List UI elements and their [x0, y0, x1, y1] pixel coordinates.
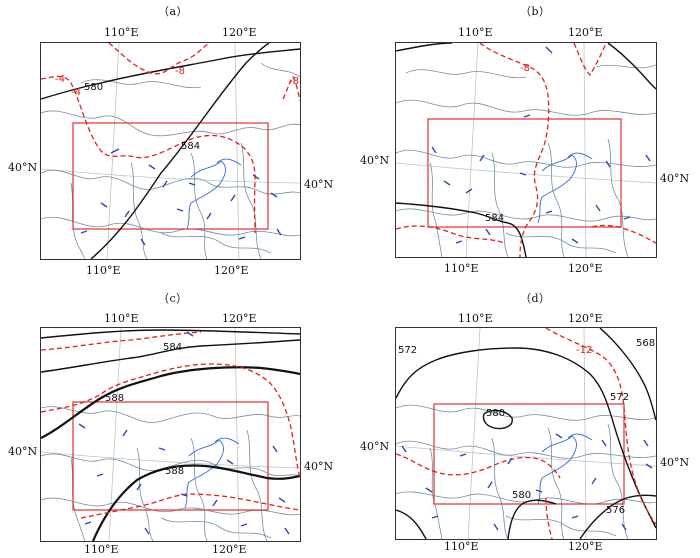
panel-b-contour-bottomright-line [591, 224, 656, 244]
panel-c-map: 584 588 588 [40, 327, 301, 542]
panel-a-height-contours [41, 43, 300, 259]
panel-b-lon-bottom-110: 110°E [444, 262, 479, 275]
panel-d-lon-bottom-120: 120°E [568, 540, 603, 553]
panel-b-map: 584 -8 [395, 42, 657, 258]
panel-d-label-580-b: 580 [512, 490, 531, 501]
panel-c-label-584: 584 [163, 342, 182, 353]
panel-d-study-box [433, 403, 625, 505]
panel-d-label-572-a: 572 [398, 345, 417, 356]
panel-d-contour-576-line [579, 494, 656, 539]
panel-a-lat-right: 40°N [304, 178, 334, 191]
panel-d-label-568: 568 [636, 338, 655, 349]
panel-c-lon-bottom-120: 120°E [212, 543, 247, 556]
panel-c-label-588-b: 588 [165, 466, 184, 477]
panel-a-label-580: 580 [84, 82, 103, 93]
panel-c-contour-top-line [41, 329, 300, 339]
panel-c-graticule [41, 328, 300, 541]
panel-c-study-box [72, 401, 269, 511]
panel-a-contour-minus8-line [108, 43, 210, 75]
panel-a-label: （a） [158, 5, 189, 18]
panel-c-contour-584-line [41, 339, 300, 373]
panel-c-lon-bottom-110: 110°E [84, 543, 119, 556]
panel-d-label-576: 576 [606, 505, 625, 516]
panel-c-lon-top-120: 120°E [222, 312, 257, 325]
panel-b-contour-topright-line [607, 43, 656, 90]
panel-c-lat-right: 40°N [304, 460, 334, 473]
panel-a-temp-contours [41, 43, 300, 234]
panel-d-contour-bottomleft-line [396, 509, 427, 539]
panel-a-lon-top-120: 120°E [222, 26, 257, 39]
panel-a-lon-bottom-120: 120°E [214, 264, 249, 277]
panel-d-temp-contours [396, 328, 656, 539]
panel-a-label-minus4-a: -4 [55, 74, 65, 85]
panel-c-contour-588-line [41, 366, 300, 439]
panel-a-label-minus8-a: -8 [175, 66, 185, 77]
panel-b-label-584: 584 [485, 213, 504, 224]
panel-d-lat-left: 40°N [360, 440, 390, 453]
panel-a-lon-top-110: 110°E [104, 26, 139, 39]
panel-d-contour-580-loop [482, 409, 513, 430]
panel-d-lat-right: 40°N [660, 456, 690, 469]
panel-b-boundaries [396, 64, 656, 257]
panel-d-wind-barbs [401, 433, 653, 531]
panel-c-lat-left: 40°N [8, 445, 38, 458]
panel-d-lon-top-110: 110°E [458, 312, 493, 325]
panel-b-rivers [537, 152, 593, 224]
panel-a-label-minus8-b: -8 [289, 76, 299, 87]
panel-b-lon-top-110: 110°E [458, 26, 493, 39]
panel-a-contour-minus8b-line [282, 75, 300, 102]
panel-d-label-minus12: -12 [576, 345, 592, 356]
panel-b-lat-right: 40°N [660, 172, 690, 185]
panel-b-contour-top-line [396, 43, 453, 52]
panel-a-lat-left: 40°N [8, 161, 38, 174]
panel-b-label-minus8: -8 [520, 63, 530, 74]
panel-b-graticule [396, 43, 656, 257]
panel-c-contour-588b-line [91, 464, 300, 541]
panel-a-contour-584-line [90, 43, 270, 259]
panel-b-height-contours [396, 43, 656, 257]
panel-d-label-572-b: 572 [610, 392, 629, 403]
panel-b-lon-top-120: 120°E [568, 26, 603, 39]
panel-b-lon-bottom-120: 120°E [568, 262, 603, 275]
panel-b-temp-contours [396, 43, 656, 257]
panel-c-wind-barbs [78, 331, 290, 535]
panel-a-label-minus4-b: -4 [71, 87, 81, 98]
panel-a-contour-minus4-line [41, 75, 256, 234]
panel-d-map: 572 568 572 580 580 576 -12 [395, 327, 657, 540]
panel-a-wind-barbs [80, 148, 282, 246]
panel-b-label: （b） [520, 5, 551, 18]
panel-a-boundaries [41, 62, 300, 259]
panel-a-study-box [72, 122, 269, 230]
panel-a-label-584: 584 [181, 141, 200, 152]
panel-d-label-580-a: 580 [486, 408, 505, 419]
panel-a-lon-bottom-110: 110°E [86, 264, 121, 277]
panel-d-lon-top-120: 120°E [568, 312, 603, 325]
panel-b-contour-minus8-line [479, 43, 550, 257]
panel-b-contour-right-line [573, 43, 607, 77]
panel-c-lon-top-110: 110°E [104, 312, 139, 325]
panel-d-lon-bottom-110: 110°E [444, 540, 479, 553]
panel-a-map: 580 584 -4 -4 -8 -8 [40, 42, 301, 260]
panel-d-label: （d） [520, 292, 551, 305]
panel-d-contour-572-line [396, 347, 656, 529]
panel-a-graticule [41, 43, 300, 259]
panel-c-rivers [184, 437, 240, 509]
panel-b-wind-barbs [431, 46, 651, 244]
panel-c-label-588-a: 588 [105, 393, 124, 404]
panel-b-study-box [427, 118, 622, 228]
panel-c-height-contours [41, 329, 300, 541]
panel-c-temp-contours [41, 331, 300, 519]
panel-b-contour-584-line [396, 202, 527, 257]
panel-c-label: （c） [158, 292, 188, 305]
panel-d-contour-minus12-line [545, 328, 656, 525]
panel-a-rivers [186, 158, 242, 230]
panel-b-contour-bottom-line [396, 225, 505, 244]
panel-d-height-contours [396, 328, 656, 539]
panel-d-contour-568-line [599, 328, 656, 421]
panel-d-rivers [537, 433, 593, 505]
panel-b-lat-left: 40°N [360, 154, 390, 167]
